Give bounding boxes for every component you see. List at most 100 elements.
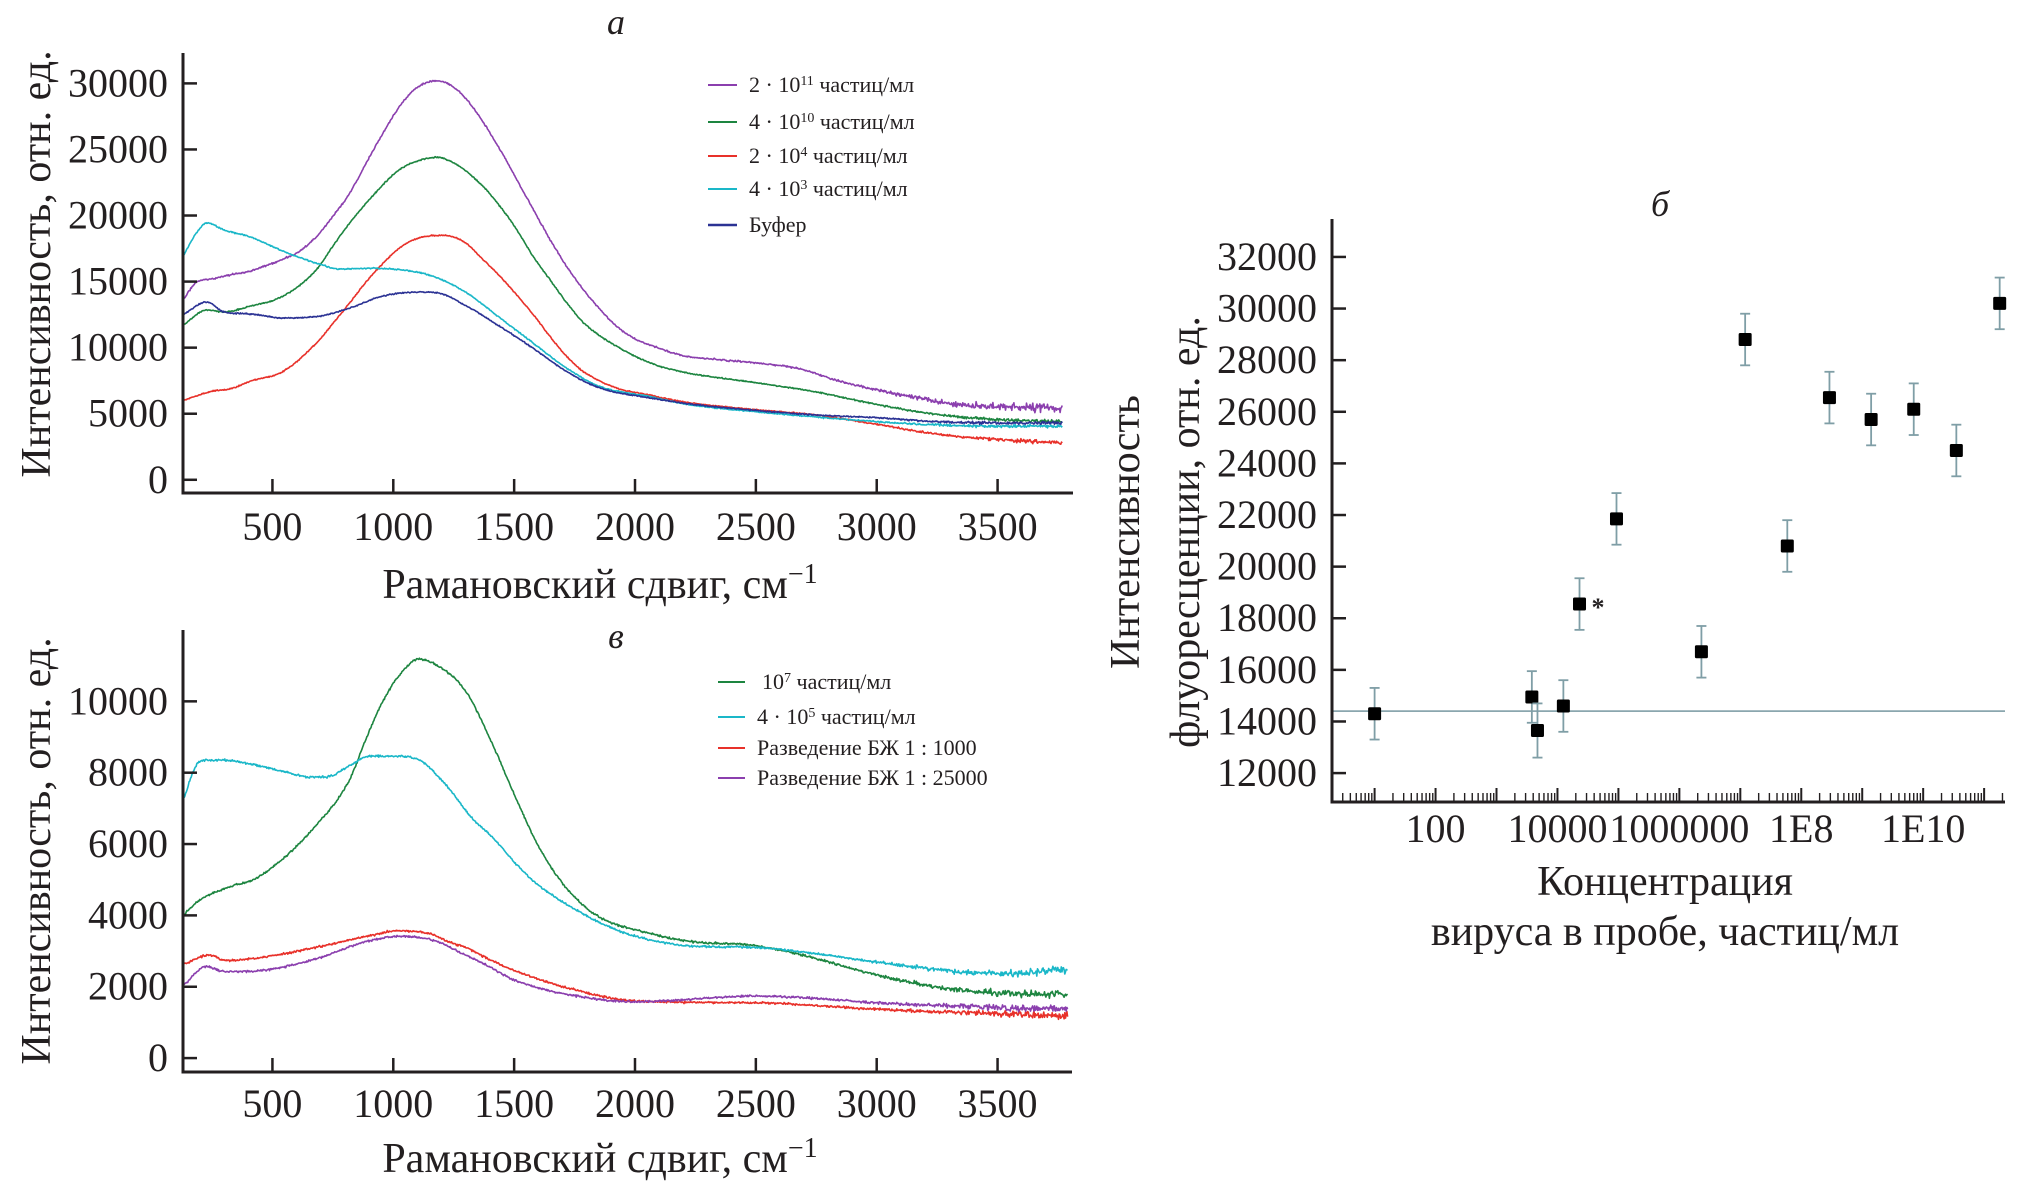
- y-axis-label: Интенсивность, отн. ед.: [14, 637, 60, 1064]
- x-tick-label: 1E8: [1769, 806, 1833, 851]
- legend-item: 4 · 1010 частиц/мл: [708, 109, 915, 134]
- y-tick-label: 30000: [68, 60, 168, 105]
- y-tick-label: 6000: [88, 821, 168, 866]
- x-tick-label: 1000: [353, 1081, 433, 1126]
- x-tick-label: 1000: [353, 504, 433, 549]
- legend-label-base: 4 · 10: [749, 109, 800, 134]
- data-point: [1525, 670, 1539, 724]
- panel-v-title: в: [608, 616, 624, 656]
- data-point: [1556, 679, 1570, 733]
- data-point-marker: [1822, 391, 1836, 405]
- y-tick-label: 0: [148, 1035, 168, 1080]
- data-point: [1907, 382, 1921, 436]
- legend-label: Разведение БЖ 1 : 25000: [757, 765, 988, 790]
- x-tick-label: 3500: [958, 1081, 1038, 1126]
- legend-label-base: Буфер: [749, 212, 807, 237]
- x-tick-label: 2500: [716, 504, 796, 549]
- series-line: [184, 657, 1069, 1000]
- legend-item: 2 · 104 частиц/мл: [708, 143, 908, 168]
- legend-item: 107 частиц/мл: [718, 669, 891, 694]
- data-point-marker: [1609, 512, 1623, 526]
- legend-label-exponent: 10: [800, 111, 814, 126]
- data-point-marker: [1738, 333, 1752, 347]
- y-tick-label: 16000: [1217, 647, 1317, 692]
- x-tick-label: 1E10: [1881, 806, 1965, 851]
- panel-v-raman-spectra: в Интенсивность, отн. ед. Рамановский сд…: [14, 616, 1072, 1182]
- y-tick-label: 22000: [1217, 492, 1317, 537]
- data-point-marker: [1530, 724, 1544, 738]
- legend-label-unit: частиц/мл: [791, 669, 891, 694]
- series-lines: [183, 657, 1069, 1021]
- x-tick-label: 3000: [837, 504, 917, 549]
- legend-label-unit: частиц/мл: [807, 176, 907, 201]
- legend-label: Разведение БЖ 1 : 1000: [757, 735, 977, 760]
- data-point: [1780, 519, 1794, 573]
- x-tick-label: 2000: [595, 1081, 675, 1126]
- y-tick-label: 10000: [68, 678, 168, 723]
- y-tick-label: 12000: [1217, 750, 1317, 795]
- series-line: [182, 221, 1063, 429]
- legend-label: 2 · 1011 частиц/мл: [749, 72, 914, 97]
- series-line: [182, 290, 1063, 426]
- data-point-marker: [1525, 690, 1539, 704]
- legend-item: Буфер: [708, 212, 807, 237]
- series-line: [182, 79, 1063, 414]
- legend-label: 4 · 105 частиц/мл: [757, 704, 916, 729]
- x-tick-label: 1000000: [1609, 806, 1749, 851]
- data-point: [1530, 702, 1544, 759]
- y-tick-label: 28000: [1217, 337, 1317, 382]
- legend-item: 4 · 103 частиц/мл: [708, 176, 908, 201]
- series-lines: [182, 79, 1063, 445]
- legend-label-exponent: 11: [800, 74, 813, 89]
- legend-label-base: Разведение БЖ 1 : 25000: [757, 765, 988, 790]
- x-axis-label-text: Рамановский сдвиг, см: [382, 1136, 788, 1182]
- y-tick-label: 32000: [1217, 234, 1317, 279]
- data-point-marker: [1949, 443, 1963, 457]
- legend-label-base: 4 · 10: [757, 704, 808, 729]
- series-line: [183, 754, 1068, 978]
- legend-label-base: 4 · 10: [749, 176, 800, 201]
- legend-label-unit: частиц/мл: [814, 109, 914, 134]
- data-point: [1949, 423, 1963, 478]
- y-tick-label: 15000: [68, 259, 168, 304]
- x-tick-label: 100: [1406, 806, 1466, 851]
- legend: 107 частиц/мл 4 · 105 частиц/мл Разведен…: [718, 669, 988, 790]
- x-tick-label: 500: [242, 1081, 302, 1126]
- data-point-marker: [1556, 699, 1570, 713]
- legend-label-base: 2 · 10: [749, 143, 800, 168]
- data-point: *: [1573, 577, 1605, 631]
- y-tick-label: 24000: [1217, 440, 1317, 485]
- y-tick-label: 8000: [88, 750, 168, 795]
- y-tick-label: 4000: [88, 892, 168, 937]
- data-point-marker: [1993, 296, 2007, 310]
- data-point-marker: [1573, 597, 1587, 611]
- scatter-marks: *: [1333, 276, 2007, 759]
- data-point: [1609, 492, 1623, 546]
- legend-label: 2 · 104 частиц/мл: [749, 143, 908, 168]
- legend-item: Разведение БЖ 1 : 1000: [718, 735, 977, 760]
- panel-a-title: а: [607, 2, 625, 42]
- x-tick-label: 3500: [958, 504, 1038, 549]
- legend-label: 107 частиц/мл: [762, 669, 891, 694]
- series-line: [183, 929, 1069, 1021]
- y-axis-label: Интенсивность, отн. ед.: [14, 50, 60, 477]
- y-axis-label-line-2: флуоресценции, отн. ед.: [1163, 316, 1209, 748]
- y-tick-label: 14000: [1217, 698, 1317, 743]
- legend-label-base: Разведение БЖ 1 : 1000: [757, 735, 977, 760]
- x-axis-label: Рамановский сдвиг, см−1: [382, 559, 817, 609]
- x-axis-label-superscript: −1: [788, 1133, 818, 1164]
- legend-label-unit: частиц/мл: [814, 72, 914, 97]
- x-axis-label-text: Рамановский сдвиг, см: [382, 562, 788, 608]
- y-tick-label: 5000: [88, 391, 168, 436]
- legend-label: Буфер: [749, 212, 807, 237]
- y-axis-label-line-1: Интенсивность: [1103, 395, 1149, 669]
- x-tick-label: 1500: [474, 504, 554, 549]
- panel-b-fluorescence-vs-concentration: б Интенсивность флуоресценции, отн. ед. …: [1103, 184, 2007, 955]
- legend-label: 4 · 1010 частиц/мл: [749, 109, 915, 134]
- series-line: [182, 155, 1063, 425]
- y-tick-label: 26000: [1217, 389, 1317, 434]
- panel-a-raman-spectra: а Интенсивность, отн. ед. Рамановский сд…: [14, 2, 1073, 608]
- x-tick-label: 2500: [716, 1081, 796, 1126]
- y-tick-label: 18000: [1217, 595, 1317, 640]
